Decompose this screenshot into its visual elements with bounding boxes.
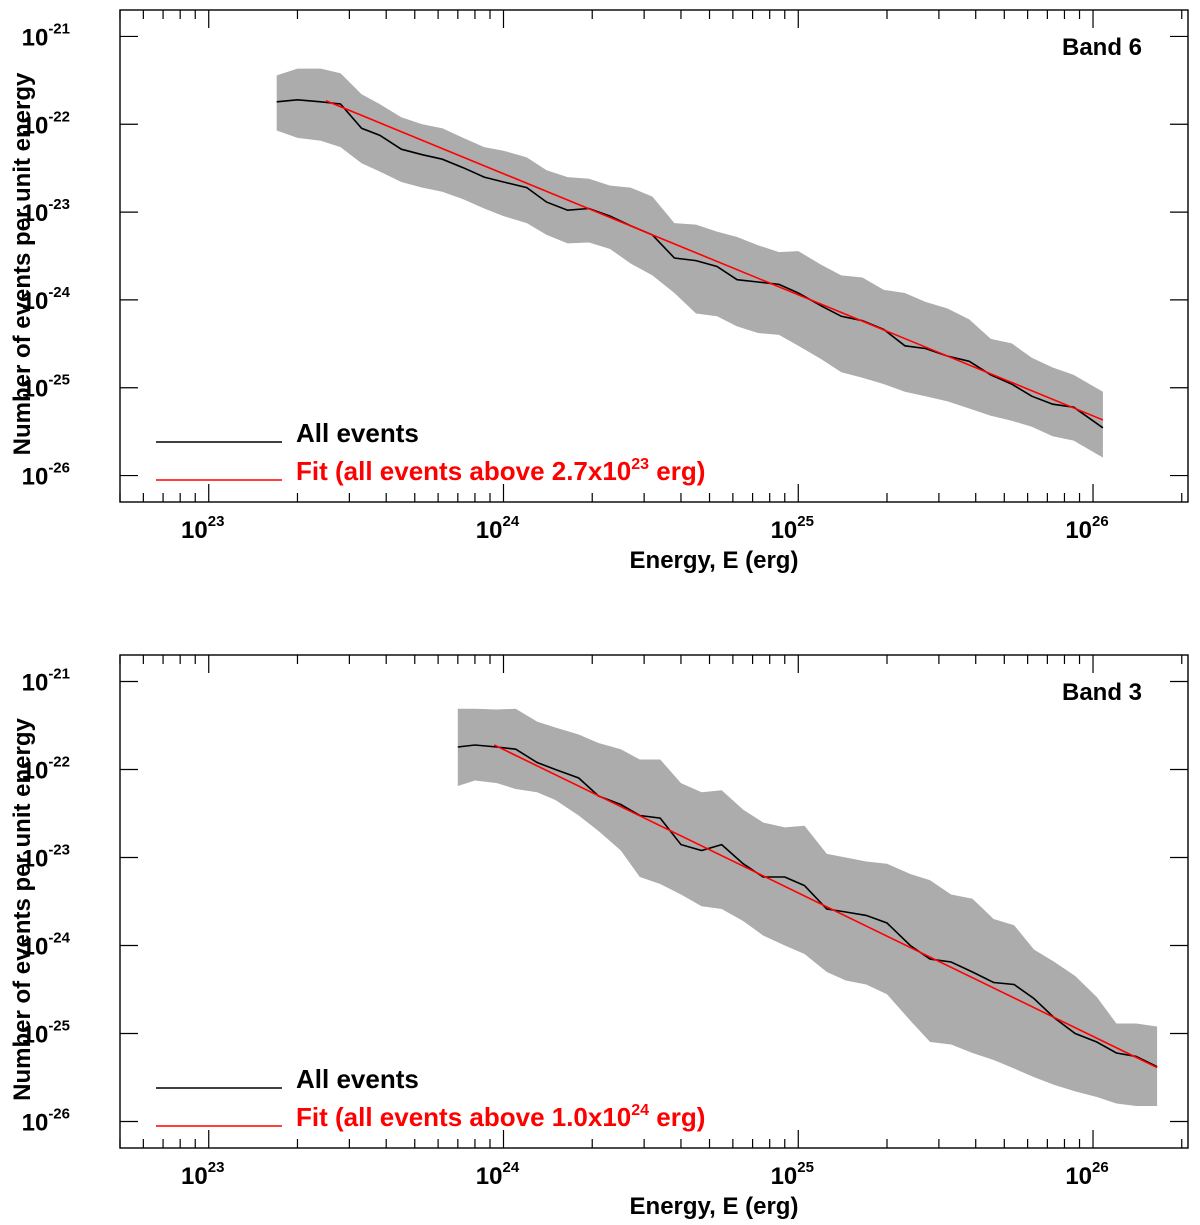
band-3-y-tick-exponent: -26 (48, 1106, 70, 1123)
band-3-legend: All events Fit (all events above 1.0x102… (156, 1064, 705, 1132)
band-3-y-tick-label: 10-25 (22, 1018, 70, 1049)
band-3-x-tick-label: 1024 (476, 1159, 520, 1190)
band-3-plot-frame (119, 654, 1189, 1149)
band-6-y-tick-label: 10-21 (22, 20, 70, 51)
band-6-y-tick-exponent: -21 (48, 20, 70, 37)
band-6-fit-line (325, 100, 1104, 421)
band-6-legend-fit-suffix: erg) (649, 456, 705, 486)
band-3-y-tick-exponent: -23 (48, 841, 70, 858)
band-6-x-tick-exponent: 26 (1092, 513, 1109, 530)
band-3-y-tick-exponent: -24 (48, 930, 70, 947)
band-6-uncertainty-band (276, 68, 1103, 458)
band-6-ticks (119, 10, 1188, 502)
band-6-x-axis-title: Energy, E (erg) (630, 547, 799, 574)
band-6-y-tick-exponent: -23 (48, 196, 70, 213)
band-6-x-tick-exponent: 23 (208, 513, 225, 530)
band-3-fit-line (493, 744, 1158, 1069)
band-3-axes (119, 654, 1189, 1149)
band-3-all-events-line (457, 744, 1158, 1068)
band-3-x-tick-label: 1025 (771, 1159, 814, 1190)
band-3-x-tick-label: 1023 (181, 1159, 224, 1190)
band-6-y-tick-exponent: -22 (48, 108, 70, 125)
band-6-x-tick-label: 1023 (181, 513, 224, 544)
band-3-tick-labels: 1023 1024 1025 102610-2110-2210-2310-2410-2… (22, 665, 1109, 1190)
band-6-x-tick-label: 1025 (771, 513, 814, 544)
panel-band-3: 1023 1024 1025 102610-2110-2210-2310-2410-2… (9, 654, 1189, 1220)
band-6-y-tick-exponent: -25 (48, 372, 70, 389)
band-6-x-tick-exponent: 24 (503, 513, 520, 530)
band-3-y-tick-label: 10-21 (22, 665, 70, 696)
band-3-y-tick-exponent: -21 (48, 665, 70, 682)
band-3-x-tick-exponent: 24 (503, 1159, 520, 1176)
band-3-legend-all-events-label: All events (296, 1064, 419, 1094)
band-3-x-axis-title: Energy, E (erg) (630, 1193, 799, 1220)
band-3-y-tick-label: 10-26 (22, 1106, 70, 1137)
band-6-uncertainty-band-group (276, 68, 1103, 458)
band-6-y-tick-exponent: -24 (48, 284, 70, 301)
band-3-x-tick-exponent: 25 (797, 1159, 814, 1176)
band-3-y-tick-exponent: -22 (48, 753, 70, 770)
band-6-x-tick-label: 1024 (476, 513, 520, 544)
band-3-x-tick-exponent: 23 (208, 1159, 225, 1176)
band-6-y-tick-label: 10-23 (22, 196, 70, 227)
band-6-axes (119, 9, 1189, 503)
band-3-x-tick-exponent: 26 (1092, 1159, 1109, 1176)
band-6-x-tick-label: 1026 (1065, 513, 1108, 544)
band-3-legend-fit-suffix: erg) (649, 1102, 705, 1132)
band-6-legend-all-events-label: All events (296, 418, 419, 448)
band-6-panel-label: Band 6 (1062, 34, 1142, 61)
panel-band-6: 1023 1024 1025 102610-2110-2210-2310-2410-2… (9, 9, 1189, 574)
band-6-legend-fit-prefix: Fit (all events above 2.7x10 (296, 456, 631, 486)
band-3-y-tick-exponent: -25 (48, 1018, 70, 1035)
band-3-uncertainty-band (457, 708, 1158, 1106)
band-3-legend-fit-label: Fit (all events above 1.0x1024 erg) (296, 1102, 705, 1132)
band-3-ticks (119, 655, 1188, 1148)
band-6-legend: All events Fit (all events above 2.7x102… (156, 418, 705, 486)
band-6-y-tick-exponent: -26 (48, 460, 70, 477)
band-6-y-tick-label: 10-26 (22, 460, 70, 491)
band-6-y-axis-title: Number of events per unit energy (9, 72, 36, 455)
band-6-legend-fit-exponent: 23 (631, 456, 649, 473)
band-6-all-events-line (276, 98, 1104, 429)
band-3-panel-label: Band 3 (1062, 679, 1142, 706)
band-3-y-axis-title: Number of events per unit energy (9, 717, 36, 1100)
band-6-plot-frame (119, 9, 1189, 503)
band-3-legend-fit-prefix: Fit (all events above 1.0x10 (296, 1102, 631, 1132)
band-3-lines-group (457, 744, 1158, 1069)
band-6-x-tick-exponent: 25 (797, 513, 814, 530)
band-3-uncertainty-band-group (457, 708, 1158, 1106)
band-6-lines-group (276, 98, 1104, 429)
band-6-legend-fit-label: Fit (all events above 2.7x1023 erg) (296, 456, 705, 486)
band-3-legend-fit-exponent: 24 (631, 1102, 649, 1119)
band-3-x-tick-label: 1026 (1065, 1159, 1108, 1190)
